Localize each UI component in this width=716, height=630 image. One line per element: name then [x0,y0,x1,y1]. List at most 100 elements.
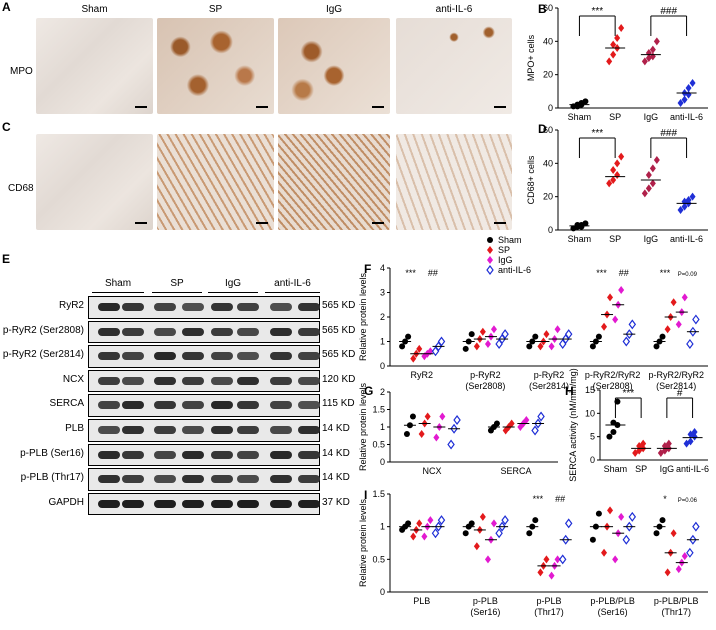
data-point [664,568,671,577]
x-tick-label: (Thr17) [661,607,691,617]
y-tick-label: 0.5 [372,440,385,450]
wb-kd-label: 115 KD [322,398,355,410]
data-point [645,171,652,179]
data-point [508,419,515,428]
data-point [484,339,491,348]
data-point [479,512,486,521]
data-point [399,343,406,350]
panel-label-i: I [364,488,368,502]
data-point [649,164,656,173]
wb-band [211,327,233,336]
y-axis-label: Relative protein levels [358,382,368,471]
sig-mark: ### [660,128,677,139]
wb-band [211,450,233,459]
wb-row-label: NCX [62,373,84,385]
wb-band [298,475,320,484]
data-point [531,425,539,436]
wb-blot-strip [88,443,320,467]
sig-mark: # [677,388,683,399]
data-point [653,37,660,46]
wb-band [154,303,176,311]
y-tick-label: 20 [543,192,553,202]
wb-kd-label: 565 KD [322,349,356,361]
wb-row-label: RyR2 [58,300,84,311]
data-point [405,333,412,340]
data-point [595,333,602,340]
data-point [548,571,555,580]
wb-blot-strip [88,394,320,417]
y-tick-label: 3 [380,288,385,298]
data-point [606,179,613,188]
sig-mark: P=0.06 [678,498,698,504]
data-point [610,419,617,426]
data-point [686,547,694,558]
x-tick-label: anti-IL-6 [676,464,709,474]
data-point [462,530,469,537]
y-tick-label: 0 [548,225,553,235]
data-point [473,542,480,551]
data-point [595,510,602,517]
column-title-igg: IgG [325,4,343,15]
data-point [582,220,589,227]
wb-band [98,352,120,361]
wb-band [98,475,120,484]
data-point [675,565,682,574]
data-point [561,534,570,545]
y-tick-label: 1 [380,422,385,432]
wb-band [211,499,233,508]
data-point [692,521,700,532]
y-tick-label: 0 [590,455,595,465]
data-point [416,519,423,528]
data-point [677,206,684,214]
data-point [610,166,617,174]
data-point [687,437,694,446]
legend-label: SP [498,245,510,255]
data-point [558,554,567,565]
y-axis-label: Relative protein levels [358,498,368,587]
sig-mark: *** [622,388,634,399]
panel-label-e: E [2,252,11,266]
wb-band [237,352,259,361]
wb-band [270,450,292,459]
wb-band [122,499,144,508]
wb-band [298,376,320,385]
wb-band [211,376,233,385]
x-tick-label: p-PLB [473,596,498,606]
data-point [681,202,688,211]
wb-band [237,303,259,311]
data-point [653,156,660,164]
x-tick-label: p-PLB [536,596,561,606]
wb-row-label: p-PLB (Ser16) [20,447,84,459]
x-tick-label: p-RyR2/RyR2 [585,370,641,380]
data-point [681,293,688,302]
data-point [526,343,533,350]
group-bar-0 [92,292,144,293]
wb-band [98,426,120,434]
scale-bar [494,106,506,108]
y-tick-label: 0 [548,103,553,113]
data-point [686,338,694,349]
data-point [649,45,656,54]
wb-band [154,327,176,336]
data-point [601,548,608,557]
data-point [628,511,637,522]
sig-mark: *** [533,494,544,504]
panel-label-g: G [364,384,374,398]
wb-band [182,303,204,311]
sig-mark: *** [591,128,603,139]
data-point [437,336,446,347]
data-point [689,326,697,337]
wb-band [211,475,233,484]
data-point [493,420,500,427]
x-tick-label: (Ser2814) [656,381,696,391]
wb-band [154,475,176,484]
data-point [564,518,573,529]
data-point [498,521,506,532]
data-point [618,512,625,521]
wb-band [298,499,320,508]
scale-bar [135,106,147,108]
scale-bar [256,222,268,224]
x-tick-label: SP [609,234,621,244]
data-point [534,418,542,429]
wb-blot-strip [88,419,320,442]
